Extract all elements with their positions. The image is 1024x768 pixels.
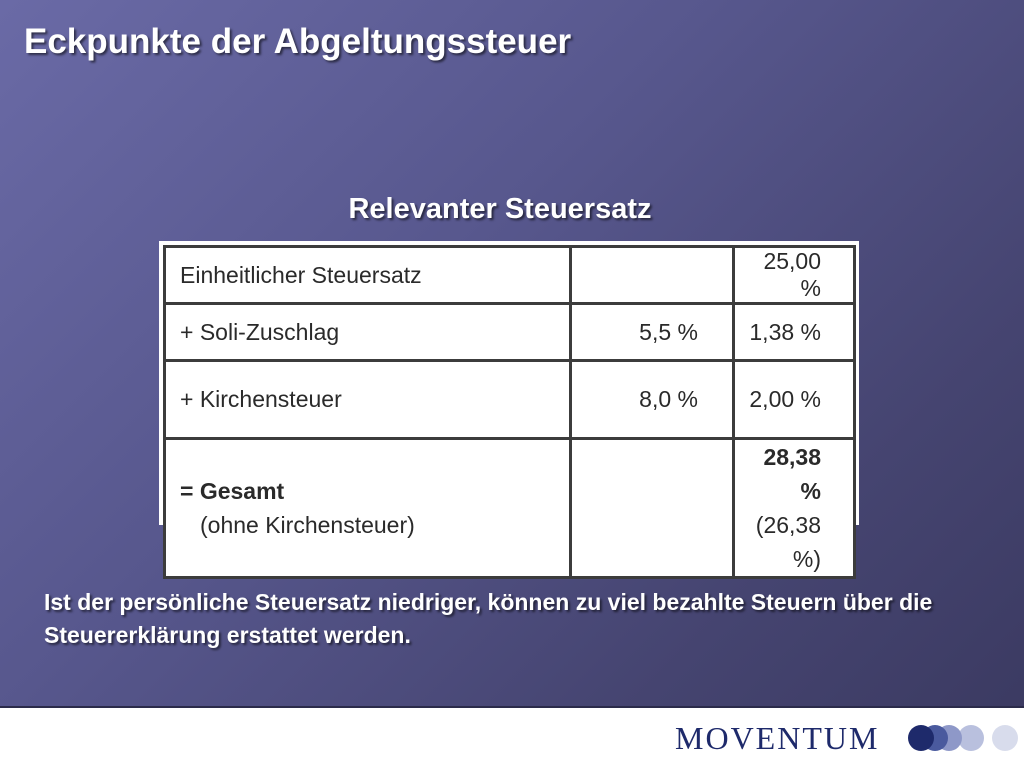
row-label-text: + Soli-Zuschlag [180, 318, 340, 345]
row-label-text: Einheitlicher Steuersatz [180, 261, 422, 288]
brand-dot [908, 725, 934, 751]
row-value: 2,00 % [732, 359, 856, 440]
row-value: 25,00 % [732, 245, 856, 305]
row-label: + Kirchensteuer [163, 359, 572, 440]
slide-title: Eckpunkte der Abgeltungssteuer [24, 22, 572, 61]
tax-table: Einheitlicher Steuersatz 25,00 % + Soli-… [163, 245, 856, 579]
table-row: Einheitlicher Steuersatz 25,00 % [163, 245, 856, 305]
total-label-text: = Gesamt [180, 478, 285, 504]
brand-dot [992, 725, 1018, 751]
total-label: = Gesamt (ohne Kirchensteuer) [163, 437, 572, 579]
brand-dot [958, 725, 984, 751]
section-heading: Relevanter Steuersatz [348, 193, 652, 225]
total-value-note: (26,38 %) [755, 512, 821, 572]
brand-logo-text: MOVENTUM [675, 720, 880, 756]
row-label: + Soli-Zuschlag [163, 302, 572, 362]
row-label-text: + Kirchensteuer [180, 386, 342, 412]
row-rate [569, 245, 735, 305]
row-rate: 5,5 % [569, 302, 735, 362]
total-value: 28,38 % (26,38 %) [732, 437, 856, 579]
footer-bar: MOVENTUM [0, 706, 1024, 768]
row-rate: 8,0 % [569, 359, 735, 440]
table-row: + Kirchensteuer 8,0 % 2,00 % [163, 359, 856, 440]
tax-rate-table: Einheitlicher Steuersatz 25,00 % + Soli-… [159, 241, 859, 579]
row-value: 1,38 % [732, 302, 856, 362]
total-rate [569, 437, 735, 579]
table-row: + Soli-Zuschlag 5,5 % 1,38 % [163, 302, 856, 362]
brand-dots-icon [908, 725, 1018, 753]
total-label-note: (ohne Kirchensteuer) [200, 512, 415, 538]
total-value-text: 28,38 % [763, 444, 821, 504]
row-label: Einheitlicher Steuersatz [163, 245, 572, 305]
total-row: = Gesamt (ohne Kirchensteuer) 28,38 % (2… [163, 437, 856, 579]
refund-note: Ist der persönliche Steuersatz niedriger… [44, 589, 933, 648]
